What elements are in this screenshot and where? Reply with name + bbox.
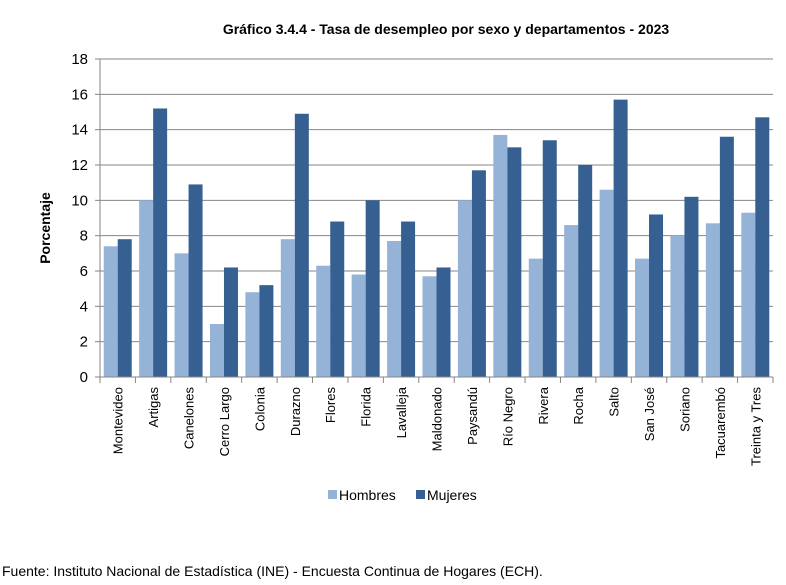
- bar-mujeres: [365, 200, 380, 377]
- x-tick-label: Canelones: [182, 387, 197, 450]
- bar-mujeres: [755, 117, 770, 378]
- bar-mujeres: [471, 170, 486, 377]
- bar-hombres: [457, 200, 472, 377]
- bar-hombres: [528, 258, 543, 377]
- x-tick-label: Flores: [323, 387, 338, 424]
- bar-hombres: [103, 246, 118, 377]
- bar-mujeres: [649, 214, 664, 377]
- source-note: Fuente: Instituto Nacional de Estadístic…: [2, 563, 543, 579]
- bar-mujeres: [188, 184, 203, 377]
- chart-title: Gráfico 3.4.4 - Tasa de desempleo por se…: [223, 21, 670, 37]
- bar-hombres: [280, 239, 295, 377]
- bar-mujeres: [401, 221, 416, 377]
- y-tick-label: 0: [80, 369, 88, 386]
- x-tick-label: Artigas: [146, 387, 161, 428]
- x-tick-label: Florida: [359, 386, 374, 427]
- x-tick-label: San José: [642, 387, 657, 441]
- bar-hombres: [599, 189, 614, 377]
- bar-hombres: [493, 134, 508, 377]
- y-tick-label: 4: [80, 298, 88, 315]
- bar-mujeres: [542, 140, 557, 377]
- bar-hombres: [564, 225, 579, 377]
- gridlines: [100, 58, 773, 343]
- x-tick-label: Río Negro: [500, 387, 515, 446]
- legend: Hombres Mujeres: [328, 487, 477, 503]
- bar-hombres: [705, 223, 720, 377]
- bar-hombres: [351, 274, 366, 377]
- bar-mujeres: [330, 221, 345, 377]
- bar-hombres: [741, 212, 756, 377]
- bar-mujeres: [259, 285, 274, 377]
- x-tick-label: Soriano: [677, 387, 692, 432]
- bar-hombres: [245, 292, 260, 377]
- x-tick-label: Colonia: [252, 386, 267, 431]
- legend-swatch-mujeres: [416, 490, 425, 499]
- y-tick-label: 10: [71, 192, 88, 209]
- bar-hombres: [422, 276, 437, 377]
- x-tick-label: Montevideo: [111, 387, 126, 454]
- bar-mujeres: [684, 196, 699, 377]
- y-tick-label: 14: [71, 122, 88, 139]
- y-axis-label: Porcentaje: [37, 192, 53, 264]
- bar-mujeres: [507, 147, 522, 377]
- y-tick-label: 8: [80, 228, 88, 245]
- legend-label-mujeres: Mujeres: [427, 487, 477, 503]
- y-tick-label: 12: [71, 157, 88, 174]
- x-tick-label: Salto: [607, 387, 622, 417]
- y-tick-labels: 0 2 4 6 8 10 12 14 16 18: [71, 51, 88, 386]
- bar-mujeres: [223, 267, 238, 377]
- legend-swatch-hombres: [328, 490, 337, 499]
- legend-label-hombres: Hombres: [339, 487, 396, 503]
- bar-hombres: [139, 200, 154, 377]
- x-tick-label: Durazno: [288, 387, 303, 436]
- x-tick-label: Treinta y Tres: [748, 387, 763, 466]
- bar-hombres: [316, 265, 331, 377]
- x-tick-label: Rocha: [571, 386, 586, 424]
- unemployment-bar-chart: Gráfico 3.4.4 - Tasa de desempleo por se…: [37, 21, 774, 503]
- y-tick-label: 16: [71, 86, 88, 103]
- y-tick-label: 18: [71, 51, 88, 68]
- x-tick-label: Cerro Largo: [217, 387, 232, 456]
- x-tick-label: Rivera: [536, 386, 551, 424]
- bar-mujeres: [117, 239, 132, 377]
- bar-hombres: [174, 253, 189, 377]
- bar-mujeres: [436, 267, 451, 377]
- bar-hombres: [387, 240, 402, 377]
- bar-hombres: [670, 235, 685, 377]
- bar-hombres: [209, 324, 224, 377]
- bar-mujeres: [153, 108, 168, 377]
- bar-mujeres: [294, 113, 309, 378]
- x-tick-label: Lavalleja: [394, 386, 409, 438]
- y-tick-label: 6: [80, 263, 88, 280]
- x-tick-label: Tacuarembó: [713, 387, 728, 459]
- axes: [95, 58, 774, 383]
- y-tick-label: 2: [80, 334, 88, 351]
- bar-mujeres: [613, 99, 628, 377]
- x-tick-label: Paysandú: [465, 387, 480, 445]
- bar-mujeres: [578, 165, 593, 377]
- bar-mujeres: [719, 136, 734, 377]
- bar-hombres: [635, 258, 650, 377]
- x-tick-label: Maldonado: [430, 387, 445, 451]
- bars: [103, 99, 770, 378]
- x-tick-labels: Montevideo Artigas Canelones Cerro Largo Col…: [111, 386, 764, 466]
